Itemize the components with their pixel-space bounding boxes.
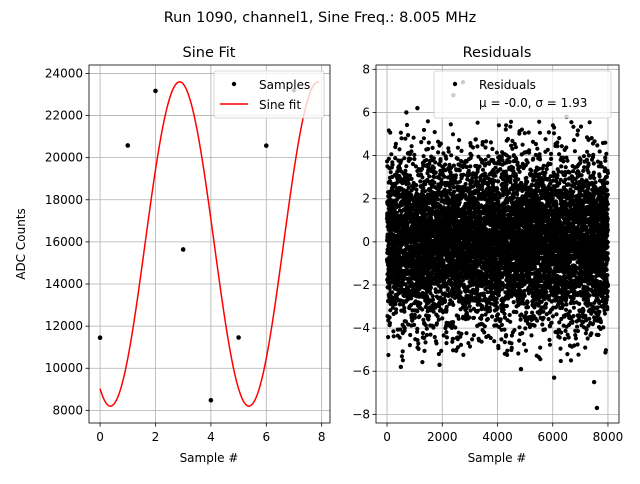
- residuals-ytick-label: −6: [352, 364, 370, 378]
- sample-point: [236, 335, 241, 340]
- residual-outlier-point: [551, 375, 557, 380]
- sine-fit-ytick-label: 8000: [52, 403, 83, 417]
- residual-outlier-point: [591, 379, 597, 385]
- residuals-ytick-label: 2: [362, 192, 370, 206]
- residuals-ytick-label: −8: [352, 407, 370, 421]
- residuals-xlabel: Sample #: [468, 451, 527, 465]
- residuals-title: Residuals: [463, 45, 532, 61]
- sine-fit-title: Sine Fit: [183, 45, 236, 61]
- sample-point: [263, 143, 269, 148]
- residual-outlier-point: [437, 362, 442, 367]
- sample-point: [153, 88, 158, 94]
- residuals-ytick-label: −4: [352, 321, 370, 335]
- residuals-legend: Residuals μ = -0.0, σ = 1.93: [433, 70, 612, 119]
- sample-point: [180, 247, 186, 252]
- figure-suptitle: Run 1090, channel1, Sine Freq.: 8.005 MH…: [164, 10, 477, 26]
- sine-fit-ytick-label: 14000: [45, 277, 83, 291]
- residuals-ytick-label: 4: [362, 149, 370, 163]
- sine-fit-curve: [99, 81, 320, 407]
- sample-point: [97, 335, 103, 341]
- residual-outlier-point: [518, 366, 524, 372]
- residuals-xtick-label: 6000: [537, 430, 568, 444]
- sine-fit-ytick-label: 20000: [45, 151, 83, 165]
- sine-fit-legend: Samples Sine fit: [213, 70, 325, 119]
- residuals-panel: Residuals −8 −6 −4 −2 0 2 4 6 8 0 2000 4000 6000 800…: [352, 45, 623, 465]
- legend-residuals-label: Residuals: [479, 78, 536, 92]
- residuals-axes-frame: [375, 64, 620, 424]
- sample-point: [125, 143, 131, 148]
- sine-fit-xtick-label: 8: [318, 430, 326, 444]
- residuals-ytick-label: 6: [362, 105, 370, 119]
- sine-fit-xlabel: Sample #: [180, 451, 239, 465]
- legend-residuals-marker: [452, 81, 458, 87]
- sine-fit-xtick-label: 6: [262, 430, 270, 444]
- legend-sine-fit-label: Sine fit: [259, 98, 301, 112]
- sine-fit-xtick-label: 0: [96, 430, 104, 444]
- sine-fit-ytick-label: 10000: [45, 361, 83, 375]
- residuals-xtick-label: 8000: [593, 430, 624, 444]
- residual-outlier-point: [415, 105, 420, 111]
- sine-fit-ytick-label: 22000: [45, 109, 83, 123]
- residuals-ytick-label: −2: [352, 278, 370, 292]
- residual-outlier-point: [404, 110, 409, 115]
- residual-points: [384, 119, 610, 365]
- sine-fit-ytick-label: 24000: [45, 66, 83, 80]
- residual-outlier-point: [594, 405, 600, 411]
- residuals-ytick-label: 8: [362, 62, 370, 76]
- sine-fit-ytick-label: 12000: [45, 319, 83, 333]
- sine-fit-xtick-label: 2: [152, 430, 160, 444]
- residuals-xtick-label: 4000: [482, 430, 513, 444]
- sine-fit-ytick-label: 16000: [45, 235, 83, 249]
- sine-fit-panel: Sine Fit 8000100001200014000160001800020…: [14, 45, 331, 465]
- residuals-ytick-label: 0: [362, 235, 370, 249]
- legend-samples-marker: [231, 81, 237, 87]
- residuals-xtick-label: 2000: [427, 430, 458, 444]
- sine-fit-axes-frame: [88, 64, 331, 424]
- residuals-xtick-label: 0: [383, 430, 391, 444]
- sine-fit-xtick-label: 4: [207, 430, 215, 444]
- residual-outlier-point: [398, 364, 404, 370]
- sample-point: [208, 397, 214, 403]
- sine-fit-ylabel: ADC Counts: [14, 208, 28, 280]
- legend-samples-label: Samples: [259, 78, 310, 92]
- sine-fit-ytick-label: 18000: [45, 193, 83, 207]
- legend-residuals-stats: μ = -0.0, σ = 1.93: [479, 96, 587, 110]
